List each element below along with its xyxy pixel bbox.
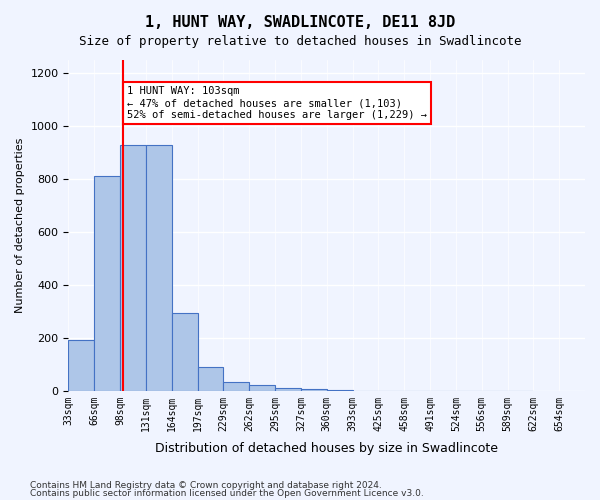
Bar [249, 386, 275, 391]
Bar [197, 367, 223, 391]
Bar [275, 388, 301, 391]
Y-axis label: Number of detached properties: Number of detached properties [15, 138, 25, 313]
Text: Contains HM Land Registry data © Crown copyright and database right 2024.: Contains HM Land Registry data © Crown c… [30, 481, 382, 490]
Bar [223, 382, 249, 391]
Text: Size of property relative to detached houses in Swadlincote: Size of property relative to detached ho… [79, 35, 521, 48]
Text: Contains public sector information licensed under the Open Government Licence v3: Contains public sector information licen… [30, 488, 424, 498]
X-axis label: Distribution of detached houses by size in Swadlincote: Distribution of detached houses by size … [155, 442, 498, 455]
Bar [68, 340, 94, 391]
Bar [301, 390, 327, 391]
Bar [146, 144, 172, 391]
Bar [94, 176, 120, 391]
Text: 1 HUNT WAY: 103sqm
← 47% of detached houses are smaller (1,103)
52% of semi-deta: 1 HUNT WAY: 103sqm ← 47% of detached hou… [127, 86, 427, 120]
Bar [327, 390, 353, 391]
Bar [172, 312, 197, 391]
Bar [120, 144, 146, 391]
Text: 1, HUNT WAY, SWADLINCOTE, DE11 8JD: 1, HUNT WAY, SWADLINCOTE, DE11 8JD [145, 15, 455, 30]
